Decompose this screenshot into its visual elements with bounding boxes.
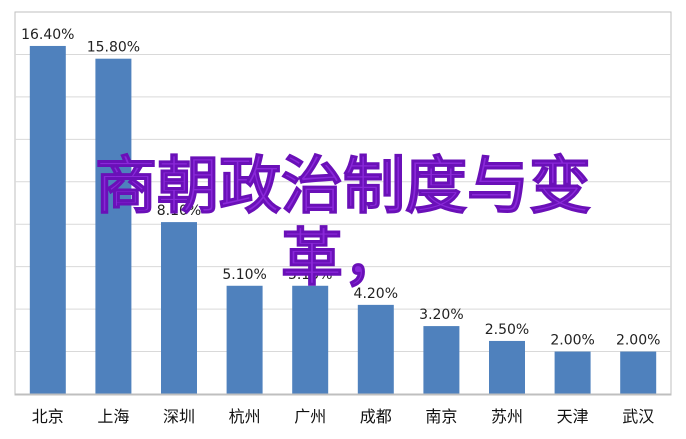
bar-8: [554, 351, 591, 394]
x-axis-tick-labels: 北京 上海 深圳 杭州 广州 成都 南京 苏州 天津 武汉: [32, 407, 654, 426]
bar-7: [489, 340, 525, 394]
x-tick-label-0: 北京: [32, 407, 64, 426]
data-label-2: 8.10%: [157, 203, 201, 219]
data-label-5: 4.20%: [354, 286, 398, 302]
data-label-0: 16.40%: [21, 27, 74, 43]
bar-3: [226, 285, 263, 394]
x-tick-label-6: 南京: [425, 407, 457, 426]
bar-9: [620, 351, 657, 394]
data-label-8: 2.00%: [550, 333, 594, 349]
data-label-7: 2.50%: [485, 322, 529, 338]
bar-2: [161, 222, 197, 394]
x-tick-label-2: 深圳: [163, 407, 195, 426]
overlay-title-line1: 商朝政治制度与变: [94, 149, 591, 222]
bars: [29, 45, 657, 394]
data-label-4: 5.10%: [288, 267, 332, 283]
data-label-6: 3.20%: [419, 307, 463, 323]
x-tick-label-8: 天津: [557, 407, 589, 426]
x-tick-label-1: 上海: [97, 407, 129, 426]
x-tick-label-5: 成都: [360, 407, 392, 426]
x-tick-label-3: 杭州: [229, 407, 261, 426]
data-label-3: 5.10%: [222, 267, 266, 283]
bar-4: [292, 285, 329, 394]
x-tick-label-7: 苏州: [491, 407, 523, 426]
bar-5: [357, 304, 394, 394]
bar-1: [95, 58, 132, 394]
data-labels: 16.40% 15.80% 8.10% 5.10% 5.10% 4.20% 3.20% 2.5…: [21, 27, 660, 349]
bar-0: [29, 45, 66, 394]
overlay-title-line2: 革，: [280, 221, 405, 294]
bar-6: [423, 326, 460, 394]
overlay-title: 商朝政治制度与变 革，: [0, 149, 686, 294]
data-label-1: 15.80%: [87, 40, 140, 56]
data-label-9: 2.00%: [616, 333, 660, 349]
x-tick-label-9: 武汉: [622, 407, 654, 426]
x-tick-label-4: 广州: [294, 407, 326, 426]
